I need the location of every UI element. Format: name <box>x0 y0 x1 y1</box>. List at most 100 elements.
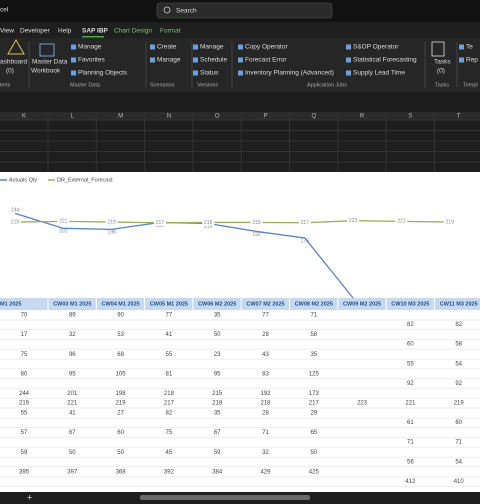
data-label: 218 <box>252 220 261 226</box>
table-cell: 71 <box>407 440 414 446</box>
table-cell: 80 <box>21 371 28 377</box>
search-icon <box>163 6 171 14</box>
table-cell: 29 <box>310 411 317 417</box>
table-header-cell: CW11 M3 2025 <box>440 301 478 307</box>
tasks-icon <box>431 41 445 57</box>
table-cell: 244 <box>19 391 30 397</box>
ribbon-tab[interactable]: Developer <box>20 28 50 35</box>
table-header-cell: CW06 M2 2025 <box>198 301 236 307</box>
table-header-cell: CW10 M3 2025 <box>391 301 429 307</box>
table-cell: 217 <box>164 400 175 406</box>
ribbon-button[interactable]: Planning Objects <box>78 70 128 77</box>
label-bg <box>395 218 408 225</box>
table-cell: 89 <box>69 313 76 319</box>
table-cell: 397 <box>67 469 78 475</box>
table-cell: 50 <box>117 450 124 456</box>
data-label: 223 <box>349 218 358 224</box>
master-data-icon <box>39 43 55 57</box>
ribbon-button[interactable]: Manage <box>200 44 224 51</box>
add-sheet[interactable]: + <box>27 492 32 502</box>
table-cell: 35 <box>310 352 317 358</box>
ribbon-button[interactable]: Workbook <box>31 68 61 75</box>
label-bg <box>298 219 311 226</box>
table-cell: 70 <box>21 313 28 319</box>
table-header-cell: CW07 M2 2025 <box>246 301 284 307</box>
table-cell: 54 <box>455 459 462 465</box>
table-cell: 58 <box>455 342 462 348</box>
ribbon-button[interactable]: ashboard <box>0 59 27 66</box>
group-label: Templ <box>463 82 478 88</box>
table-cell: 384 <box>212 469 223 475</box>
table-header-cell: CW09 M2 2025 <box>343 301 381 307</box>
table-cell: 395 <box>19 469 30 475</box>
ribbon-button[interactable]: Favorites <box>78 57 105 64</box>
ribbon-tab[interactable]: View <box>0 28 14 35</box>
group-label: Versions <box>197 82 218 88</box>
label-bg <box>202 219 215 226</box>
table-cell: 53 <box>117 332 124 338</box>
group-label: Master Data <box>70 82 101 88</box>
button-icon <box>71 44 76 50</box>
legend-label: DR_External_Forecast <box>57 177 113 183</box>
ribbon-button[interactable]: S&OP Operator <box>353 44 399 51</box>
table-cell: 219 <box>116 400 127 406</box>
table-cell: 60 <box>407 342 414 348</box>
table-cell: 392 <box>164 469 175 475</box>
search-placeholder[interactable]: Search <box>176 8 197 15</box>
ribbon-button[interactable]: Create <box>157 44 177 51</box>
data-label: 221 <box>59 219 68 225</box>
table-cell: 219 <box>454 400 465 406</box>
ribbon-button[interactable]: Forecast Error <box>245 57 287 64</box>
data-label: 173 <box>301 238 310 244</box>
ribbon-button[interactable]: (0) <box>6 68 14 75</box>
scrollbar[interactable] <box>140 495 310 500</box>
ribbon-tab[interactable]: Help <box>58 28 72 35</box>
label-bg <box>443 219 456 226</box>
ribbon-button[interactable]: Manage <box>78 44 102 51</box>
alert-icon <box>7 38 25 55</box>
table-cell: 201 <box>67 391 78 397</box>
button-icon <box>150 44 155 50</box>
table-header-cell: CW04 M1 2025 <box>101 301 139 307</box>
button-icon <box>459 57 464 63</box>
ribbon-button[interactable]: Schedule <box>200 57 227 64</box>
ribbon-button[interactable]: Copy Operator <box>245 44 288 51</box>
ribbon-button[interactable]: Supply Lead Time <box>353 70 405 77</box>
table-cell: 82 <box>166 411 173 417</box>
ribbon-button[interactable]: Rep <box>466 57 478 64</box>
ribbon-button[interactable]: Status <box>200 70 219 77</box>
ribbon-button[interactable]: Master Data <box>32 59 68 66</box>
ribbon-button[interactable]: Te <box>466 44 473 51</box>
table-cell: 65 <box>310 430 317 436</box>
search-box[interactable] <box>156 2 333 19</box>
ribbon-tab[interactable]: Format <box>160 28 181 35</box>
data-label: 198 <box>107 230 116 236</box>
ribbon-button[interactable]: (0) <box>437 68 445 75</box>
table-cell: 410 <box>454 479 465 485</box>
table-cell: 23 <box>214 352 221 358</box>
ribbon-tab[interactable]: Chart Design <box>114 28 152 35</box>
active-tab-underline <box>82 36 104 38</box>
column-letter: N <box>167 114 171 120</box>
table-cell: 92 <box>407 381 414 387</box>
ribbon-button[interactable]: Inventory Planning (Advanced) <box>245 70 334 77</box>
label-bg <box>105 219 118 226</box>
group-label: Scenarios <box>150 82 175 88</box>
tab-bar <box>0 22 480 38</box>
ribbon-tab[interactable]: SAP IBP <box>82 28 109 35</box>
group-label: lerts <box>0 82 11 88</box>
table-cell: 192 <box>260 391 271 397</box>
ribbon-button[interactable]: Tasks <box>434 59 451 66</box>
ribbon-button[interactable]: Statistical Forecasting <box>353 57 417 64</box>
button-icon <box>238 70 243 76</box>
table-cell: 67 <box>69 430 76 436</box>
ribbon-button[interactable]: Manage <box>157 57 181 64</box>
table-cell: 217 <box>309 400 320 406</box>
table-cell: 125 <box>309 371 320 377</box>
group-label: Tasks <box>435 82 449 88</box>
table-bg <box>0 310 480 492</box>
table-cell: 35 <box>214 411 221 417</box>
table-cell: 368 <box>116 469 127 475</box>
table-cell: 75 <box>166 430 173 436</box>
